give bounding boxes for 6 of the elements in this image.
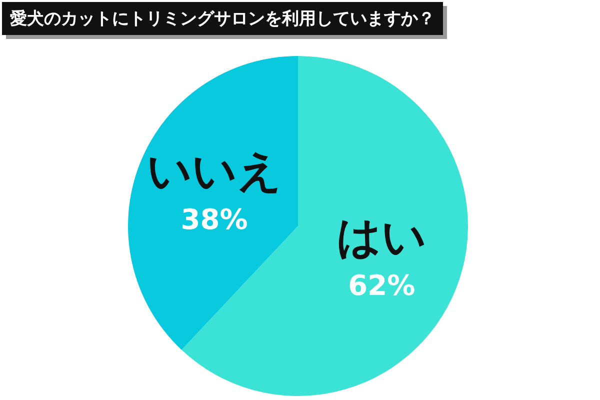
data-label: 38% [180,202,248,236]
slice-label: はい [336,212,427,264]
slice-label: いいえ [146,146,282,197]
data-label: 62% [348,269,416,302]
chart-title: 愛犬のカットにトリミングサロンを利用していますか？ [2,2,443,35]
pie-slice [128,56,298,350]
